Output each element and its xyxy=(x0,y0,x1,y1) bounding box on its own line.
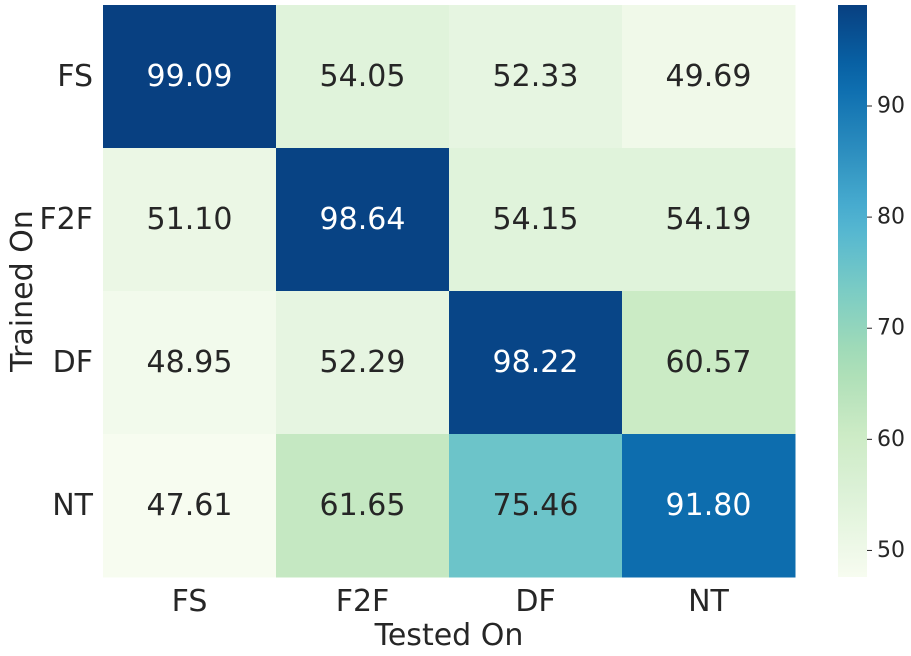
heatmap-cell-df-df xyxy=(449,291,623,435)
colorbar-tick-label: 70 xyxy=(877,316,905,341)
y-tick-label: FS xyxy=(57,59,93,94)
heatmap-cell-value: 91.80 xyxy=(666,488,752,523)
heatmap-cell-fs-f2f xyxy=(276,5,450,149)
heatmap-cell-nt-df xyxy=(449,434,623,578)
heatmap-cell-value: 52.33 xyxy=(493,59,579,94)
heatmap-cell-value: 75.46 xyxy=(493,488,579,523)
heatmap-cell-value: 52.29 xyxy=(320,345,406,380)
heatmap-cell-value: 98.64 xyxy=(320,202,406,237)
y-tick-label: F2F xyxy=(39,202,93,237)
y-axis-label: Trained On xyxy=(5,210,40,373)
heatmap-cell-value: 49.69 xyxy=(666,59,752,94)
colorbar-tick-label: 50 xyxy=(877,538,905,563)
colorbar-tick-label: 90 xyxy=(877,94,905,119)
heatmap-cell-value: 51.10 xyxy=(147,202,233,237)
x-tick-label: FS xyxy=(172,584,208,619)
colorbar-tick-label: 60 xyxy=(877,427,905,452)
y-tick-label: DF xyxy=(53,345,93,380)
x-tick-label: DF xyxy=(515,584,555,619)
heatmap-cell-df-nt xyxy=(622,291,796,435)
heatmap-cell-value: 98.22 xyxy=(493,345,579,380)
colorbar-tick-label: 80 xyxy=(877,205,905,230)
heatmap-cell-value: 48.95 xyxy=(147,345,233,380)
y-tick-labels: FS F2F DF NT xyxy=(39,59,93,523)
heatmap-cell-value: 60.57 xyxy=(666,345,752,380)
heatmap-cell-df-fs xyxy=(103,291,277,435)
heatmap-cell-value: 99.09 xyxy=(147,59,233,94)
heatmap-cell-value: 54.05 xyxy=(320,59,406,94)
heatmap-cell-value: 54.15 xyxy=(493,202,579,237)
heatmap-cell-fs-nt xyxy=(622,5,796,149)
heatmap-cell-value: 47.61 xyxy=(147,488,233,523)
heatmap-cell-nt-f2f xyxy=(276,434,450,578)
heatmap-cell-f2f-nt xyxy=(622,148,796,292)
heatmap-cell-df-f2f xyxy=(276,291,450,435)
heatmap-cell-nt-fs xyxy=(103,434,277,578)
heatmap-cell-fs-df xyxy=(449,5,623,149)
heatmap-cell-value: 54.19 xyxy=(666,202,752,237)
y-tick-label: NT xyxy=(52,488,93,523)
heatmap-cells xyxy=(103,5,796,578)
x-tick-label: NT xyxy=(688,584,729,619)
heatmap-cell-labels: 99.09 54.05 52.33 49.69 51.10 98.64 54.15 54.19… xyxy=(147,59,752,523)
x-axis-label: Tested On xyxy=(374,618,524,653)
heatmap-cell-value: 61.65 xyxy=(320,488,406,523)
heatmap-cell-f2f-df xyxy=(449,148,623,292)
colorbar xyxy=(838,5,867,577)
x-tick-label: F2F xyxy=(336,584,390,619)
colorbar-ticks: 50 60 70 80 90 xyxy=(867,94,905,563)
x-tick-labels: FS F2F DF NT xyxy=(172,584,730,619)
heatmap-cell-f2f-fs xyxy=(103,148,277,292)
heatmap-cell-nt-nt xyxy=(622,434,796,578)
heatmap-cell-f2f-f2f xyxy=(276,148,450,292)
heatmap-cell-fs-fs xyxy=(103,5,277,149)
